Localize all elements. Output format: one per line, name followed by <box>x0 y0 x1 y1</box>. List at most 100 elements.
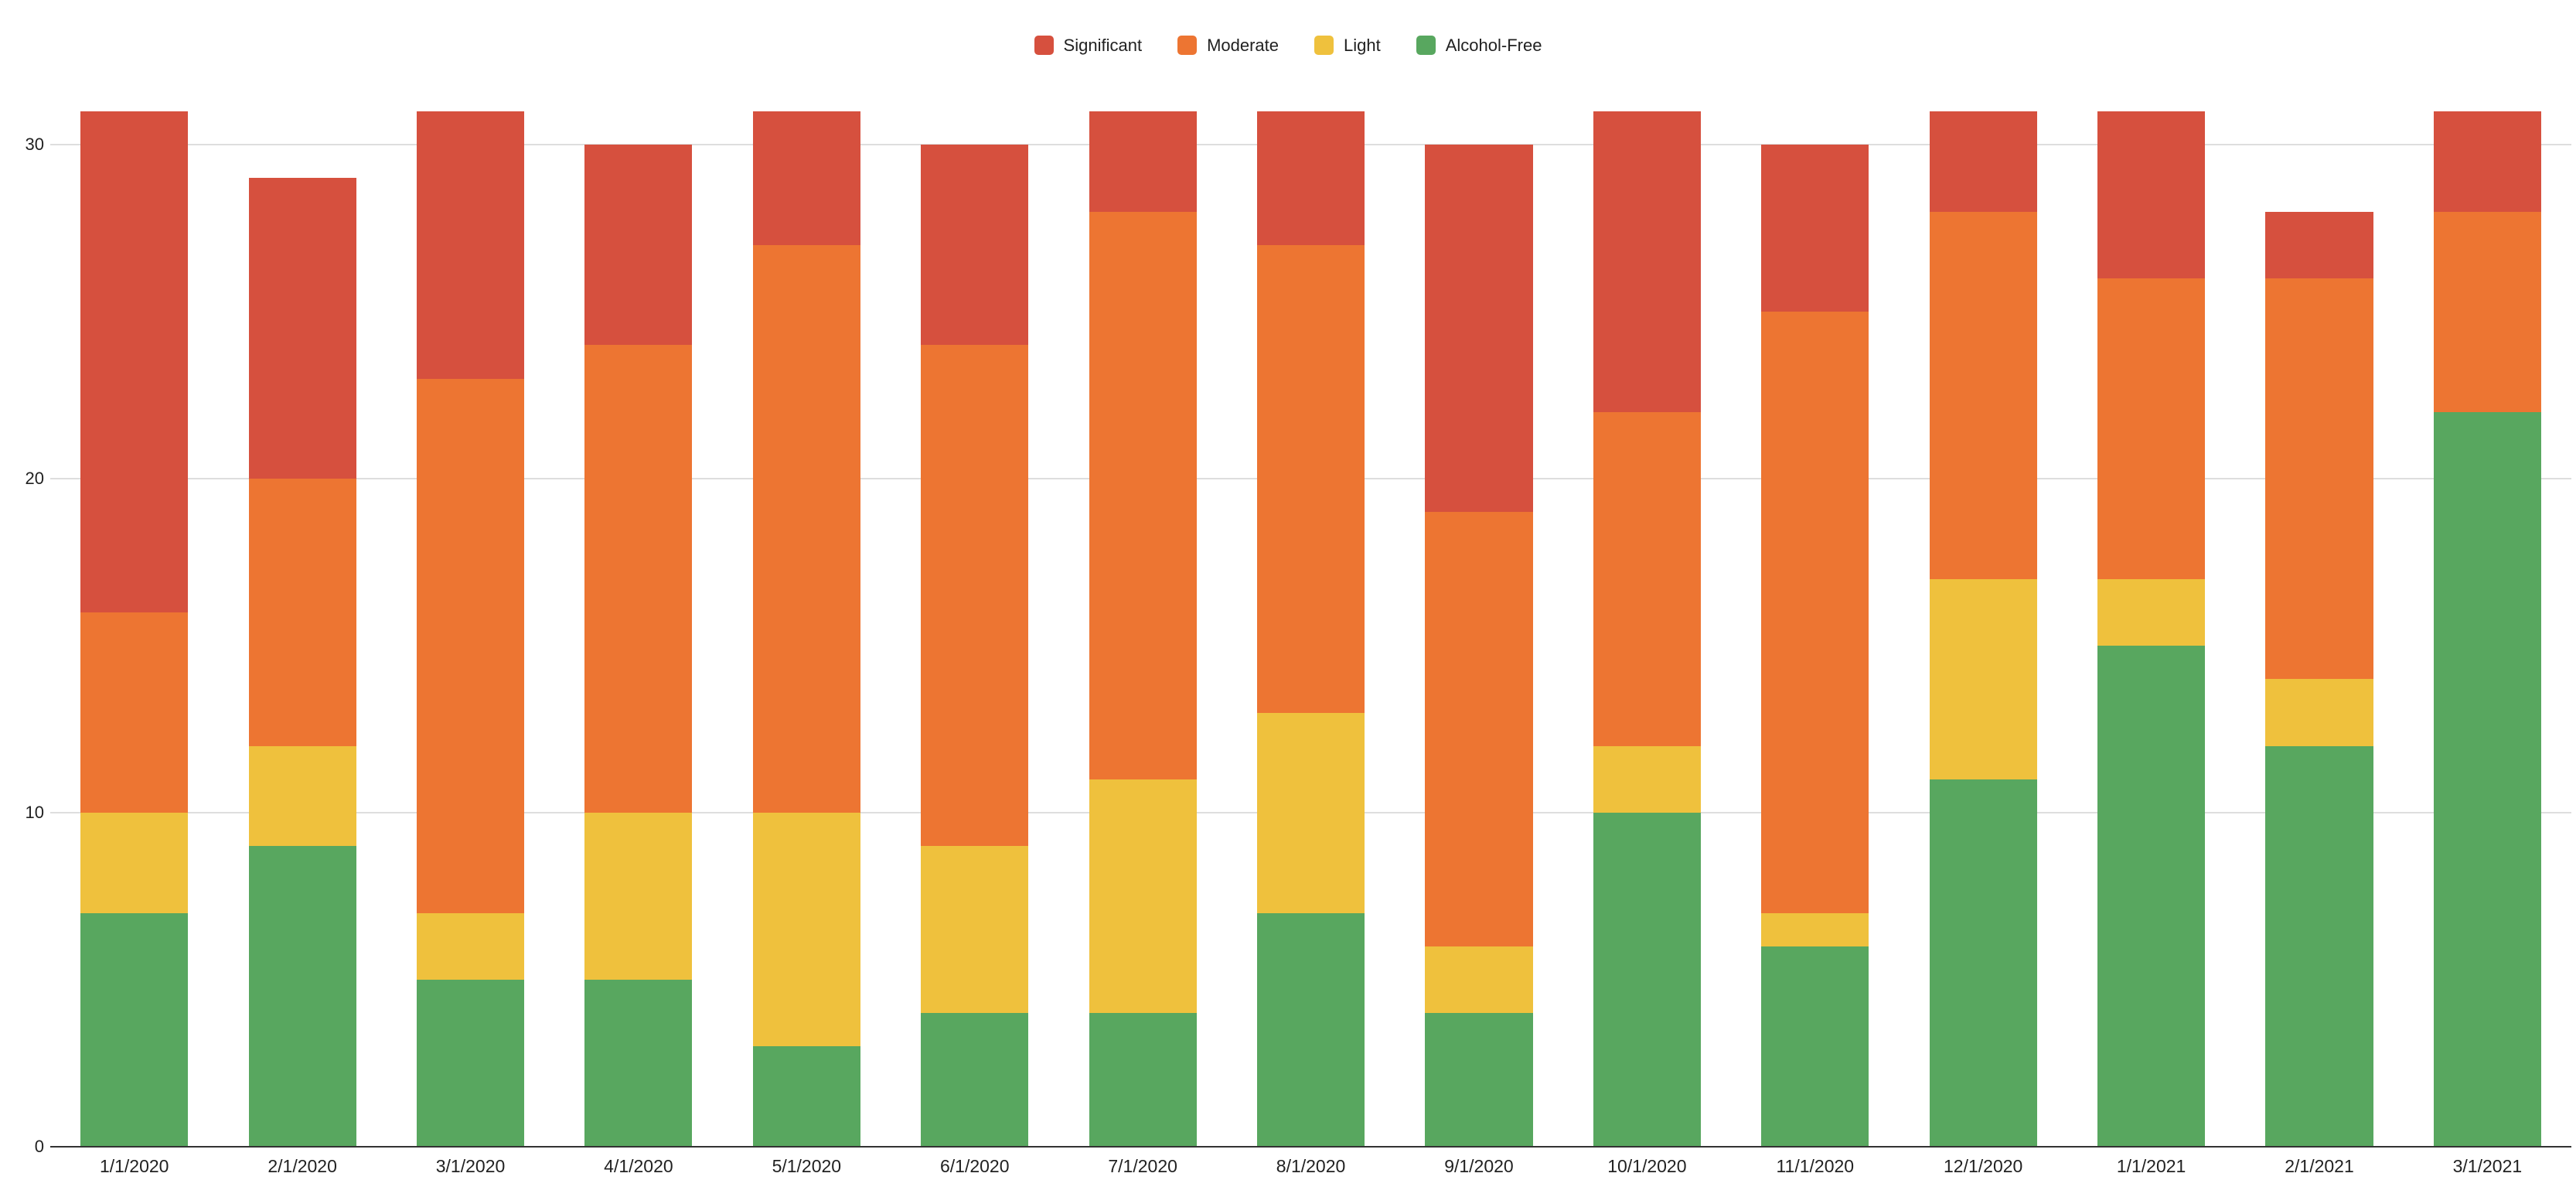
bar-segment-moderate[interactable] <box>416 378 525 913</box>
x-tick-label: 3/1/2020 <box>435 1156 506 1176</box>
legend-item-alcohol-free[interactable]: Alcohol-Free <box>1416 36 1542 55</box>
bar-segment-significant[interactable] <box>584 145 693 346</box>
legend-item-moderate[interactable]: Moderate <box>1177 36 1279 55</box>
bar-5/1/2020[interactable] <box>752 111 860 1147</box>
bar-slot <box>1395 111 1562 1147</box>
bar-segment-alcohol-free[interactable] <box>2097 646 2206 1147</box>
bar-segment-moderate[interactable] <box>1929 211 2037 579</box>
bar-slot <box>1227 111 1395 1147</box>
x-tick-label: 10/1/2020 <box>1607 1156 1687 1176</box>
bar-segment-alcohol-free[interactable] <box>1425 1013 1533 1147</box>
x-tick-label: 8/1/2020 <box>1276 1156 1346 1176</box>
bar-segment-significant[interactable] <box>752 111 860 245</box>
bar-slot <box>1563 111 1731 1147</box>
bar-slot <box>554 111 722 1147</box>
bar-segment-moderate[interactable] <box>1425 512 1533 946</box>
bar-11/1/2020[interactable] <box>1761 111 1869 1147</box>
bar-segment-light[interactable] <box>2097 578 2206 646</box>
bar-segment-light[interactable] <box>1593 745 1701 813</box>
legend-swatch-icon <box>1177 36 1198 55</box>
bar-segment-light[interactable] <box>921 846 1029 1014</box>
bar-12/1/2020[interactable] <box>1929 111 2037 1147</box>
bar-segment-significant[interactable] <box>1929 111 2037 212</box>
bar-segment-moderate[interactable] <box>2433 211 2541 412</box>
bar-segment-light[interactable] <box>416 912 525 980</box>
bar-2/1/2020[interactable] <box>248 111 356 1147</box>
bar-segment-alcohol-free[interactable] <box>80 912 189 1147</box>
bar-1/1/2021[interactable] <box>2097 111 2206 1147</box>
bar-segment-alcohol-free[interactable] <box>248 846 356 1147</box>
bar-segment-alcohol-free[interactable] <box>1761 946 1869 1147</box>
bar-segment-light[interactable] <box>248 745 356 847</box>
bar-segment-light[interactable] <box>752 813 860 1047</box>
bar-segment-alcohol-free[interactable] <box>921 1013 1029 1147</box>
bar-10/1/2020[interactable] <box>1593 111 1701 1147</box>
bar-segment-significant[interactable] <box>1089 111 1197 212</box>
legend-item-label: Alcohol-Free <box>1445 36 1542 55</box>
bar-6/1/2020[interactable] <box>921 111 1029 1147</box>
bar-segment-alcohol-free[interactable] <box>2265 745 2373 1147</box>
bar-4/1/2020[interactable] <box>584 111 693 1147</box>
x-tick-label: 4/1/2020 <box>604 1156 673 1176</box>
bar-segment-moderate[interactable] <box>2265 278 2373 680</box>
bar-segment-light[interactable] <box>1425 946 1533 1014</box>
y-tick-label: 10 <box>25 803 44 823</box>
x-tick-label: 7/1/2020 <box>1108 1156 1177 1176</box>
bar-segment-light[interactable] <box>1256 712 1365 913</box>
bar-3/1/2021[interactable] <box>2433 111 2541 1147</box>
bar-segment-significant[interactable] <box>80 111 189 612</box>
legend-item-light[interactable]: Light <box>1314 36 1381 55</box>
bar-segment-moderate[interactable] <box>2097 278 2206 579</box>
bar-segment-moderate[interactable] <box>1089 211 1197 779</box>
legend: Significant Moderate Light Alcohol-Free <box>0 36 2576 55</box>
bar-segment-moderate[interactable] <box>248 479 356 746</box>
x-tick-label: 6/1/2020 <box>939 1156 1010 1176</box>
bar-segment-light[interactable] <box>1761 912 1869 946</box>
bar-1/1/2020[interactable] <box>80 111 189 1147</box>
legend-item-label: Moderate <box>1207 36 1279 55</box>
bar-segment-moderate[interactable] <box>1593 411 1701 746</box>
bar-segment-significant[interactable] <box>2433 111 2541 212</box>
bar-9/1/2020[interactable] <box>1425 111 1533 1147</box>
bar-slot <box>50 111 218 1147</box>
bar-segment-light[interactable] <box>1929 578 2037 779</box>
bar-8/1/2020[interactable] <box>1256 111 1365 1147</box>
bar-segment-significant[interactable] <box>921 145 1029 346</box>
bar-segment-light[interactable] <box>2265 679 2373 746</box>
bar-segment-moderate[interactable] <box>584 345 693 813</box>
bar-segment-alcohol-free[interactable] <box>752 1046 860 1147</box>
bar-segment-alcohol-free[interactable] <box>1929 779 2037 1147</box>
x-tick-label: 9/1/2020 <box>1444 1156 1514 1176</box>
bar-segment-significant[interactable] <box>2265 211 2373 278</box>
bar-segment-alcohol-free[interactable] <box>1089 1013 1197 1147</box>
legend-item-significant[interactable]: Significant <box>1034 36 1142 55</box>
bar-segment-alcohol-free[interactable] <box>1256 912 1365 1147</box>
bar-segment-significant[interactable] <box>1425 145 1533 513</box>
bar-segment-alcohol-free[interactable] <box>1593 813 1701 1147</box>
bar-segment-moderate[interactable] <box>752 244 860 813</box>
bar-3/1/2020[interactable] <box>416 111 525 1147</box>
bar-segment-moderate[interactable] <box>1256 244 1365 713</box>
bar-segment-significant[interactable] <box>2097 111 2206 278</box>
bar-segment-alcohol-free[interactable] <box>416 980 525 1147</box>
y-axis: 0 10 20 30 <box>0 111 44 1155</box>
bar-segment-light[interactable] <box>584 813 693 980</box>
bar-segment-significant[interactable] <box>248 178 356 479</box>
legend-item-label: Light <box>1344 36 1381 55</box>
bar-segment-alcohol-free[interactable] <box>2433 411 2541 1147</box>
bar-segment-alcohol-free[interactable] <box>584 980 693 1147</box>
bar-segment-moderate[interactable] <box>80 612 189 813</box>
bar-segment-significant[interactable] <box>1761 145 1869 312</box>
bar-segment-significant[interactable] <box>1256 111 1365 245</box>
bar-segment-significant[interactable] <box>416 111 525 379</box>
bar-slot <box>723 111 891 1147</box>
x-axis-labels: 1/1/2020 2/1/2020 3/1/2020 4/1/2020 5/1/2020… <box>50 1156 2571 1178</box>
bar-segment-moderate[interactable] <box>1761 312 1869 913</box>
bar-segment-light[interactable] <box>80 813 189 913</box>
bar-slot <box>2235 111 2403 1147</box>
bar-7/1/2020[interactable] <box>1089 111 1197 1147</box>
bar-segment-light[interactable] <box>1089 779 1197 1014</box>
bar-segment-significant[interactable] <box>1593 111 1701 412</box>
bar-segment-moderate[interactable] <box>921 345 1029 847</box>
bar-2/1/2021[interactable] <box>2265 111 2373 1147</box>
